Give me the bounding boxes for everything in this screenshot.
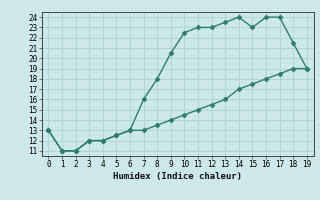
X-axis label: Humidex (Indice chaleur): Humidex (Indice chaleur) xyxy=(113,172,242,181)
